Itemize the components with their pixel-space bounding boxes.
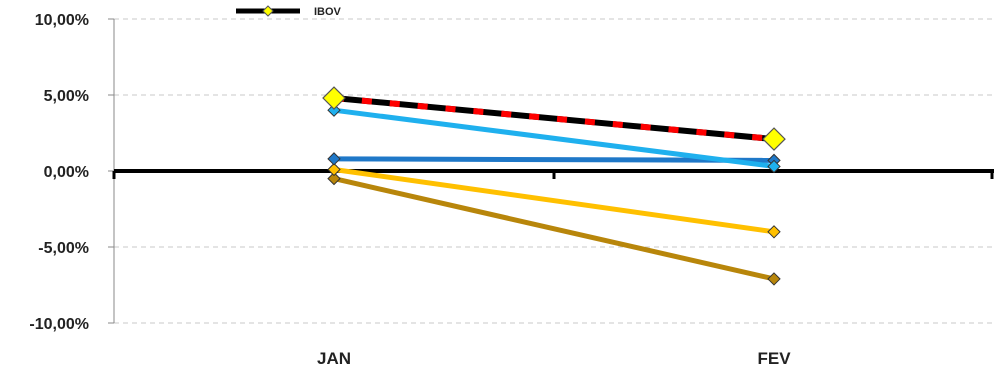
data-point <box>327 162 341 177</box>
series-line <box>333 176 775 282</box>
data-point <box>327 171 341 186</box>
series-line <box>333 107 775 169</box>
y-tick-labels: 10,00% 5,00% 0,00% -5,00% -10,00% <box>29 12 89 333</box>
series-ibov <box>322 86 786 151</box>
y-tick-label: -5,00% <box>38 240 89 257</box>
axes <box>108 18 994 324</box>
y-tick-label: 0,00% <box>44 164 89 181</box>
data-point <box>767 159 781 174</box>
series-4 <box>327 162 781 239</box>
series-line <box>333 156 775 163</box>
data-point <box>322 86 346 110</box>
legend-label: IBOV <box>314 6 342 18</box>
gridlines <box>114 18 994 324</box>
legend: IBOV <box>236 5 342 18</box>
data-point <box>767 225 781 239</box>
y-tick-label: 5,00% <box>44 88 89 105</box>
legend-marker <box>262 5 274 17</box>
y-tick-label: -10,00% <box>29 316 89 333</box>
data-point <box>327 103 341 117</box>
x-category-labels: JAN FEV <box>317 349 791 367</box>
series-lines <box>322 86 786 286</box>
x-category-label: JAN <box>317 349 351 367</box>
series-line <box>333 167 775 235</box>
series-line-accent <box>333 95 775 143</box>
y-tick-label: 10,00% <box>35 12 89 29</box>
series-5 <box>327 171 781 286</box>
series-2 <box>327 103 781 174</box>
data-point <box>762 127 786 151</box>
data-point <box>767 272 781 286</box>
data-point <box>327 152 341 166</box>
x-category-label: FEV <box>757 349 791 367</box>
